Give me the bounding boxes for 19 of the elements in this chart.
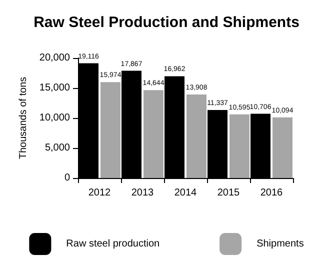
y-axis-title: Thousands of tons <box>18 76 30 160</box>
legend-label: Raw steel production <box>66 238 160 250</box>
x-tick-label: 2013 <box>131 188 154 198</box>
x-tick-label: 2016 <box>260 188 284 198</box>
y-tick-label: 20,000 <box>39 52 70 64</box>
legend-label: Shipments <box>256 238 304 250</box>
chart-title: Raw Steel Production and Shipments <box>34 14 300 31</box>
y-tick-label: 0 <box>64 172 70 184</box>
bar <box>230 114 250 178</box>
y-tick-label: 15,000 <box>39 82 70 94</box>
x-tick-label: 2015 <box>217 188 240 198</box>
bar <box>272 117 292 178</box>
bar <box>144 90 164 178</box>
x-tick-label: 2012 <box>88 188 112 198</box>
bar <box>186 94 206 178</box>
y-tick-label: 10,000 <box>39 112 70 124</box>
y-tick-label: 5,000 <box>44 142 70 154</box>
bar <box>100 82 120 178</box>
x-tick-label: 2014 <box>174 188 198 198</box>
